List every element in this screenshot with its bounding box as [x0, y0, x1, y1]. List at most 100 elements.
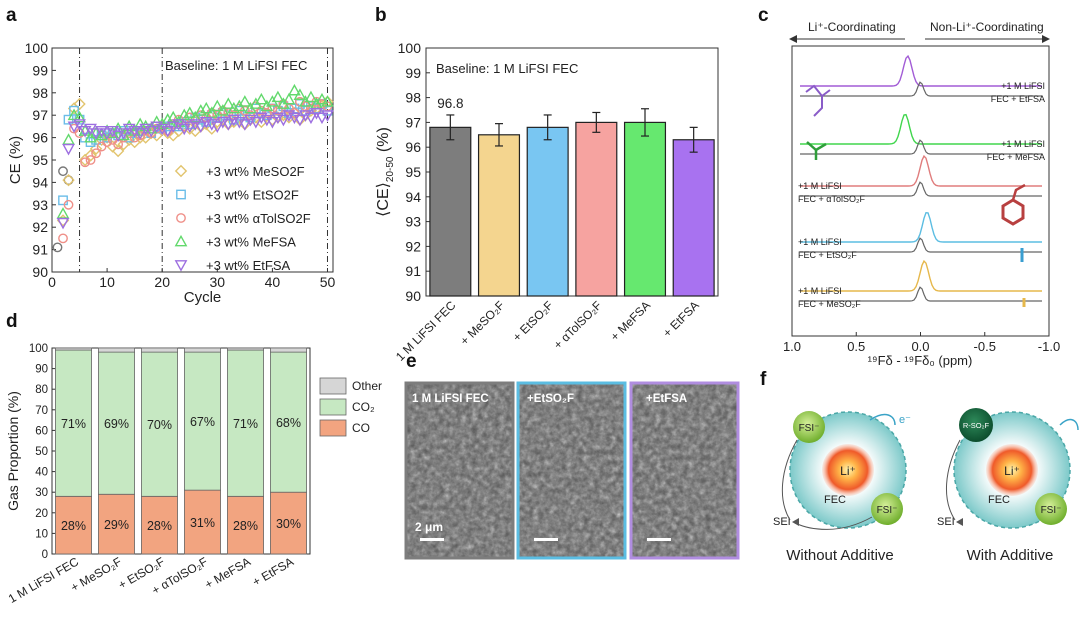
chart-b-ytick-label-5: 95 — [405, 164, 421, 180]
chart-a-ytick-label-8: 98 — [32, 85, 48, 101]
panel-label-d: d — [6, 311, 18, 332]
chart-c-nmr: Li⁺-Coordinating Non-Li⁺-Coordinating 1.… — [783, 20, 1060, 368]
sem-image-3-texture — [632, 384, 737, 557]
chart-b-category-4: + MeFSA — [608, 298, 654, 344]
sem-images: 1 M LiFSI FEC 2 μm +EtSO₂F +EtFSA — [404, 381, 740, 560]
nmr-label-li-2: +1 M LiFSI — [798, 181, 842, 191]
chart-a-xtick-label-5: 50 — [320, 274, 336, 290]
rso2f-label: R-SO₂F — [963, 421, 990, 430]
molecule-etfsa-branch — [813, 96, 823, 117]
chart-a-point-4-27 — [205, 119, 219, 131]
cluster-with-additive: Li⁺ R-SO₂F FSI⁻ FEC SEI With Additive — [937, 408, 1079, 564]
chart-a-point-0-5 — [84, 149, 97, 162]
chart-d-bar-Other-2 — [141, 347, 178, 353]
chart-d-legend-swatch-2 — [319, 419, 347, 437]
nmr-label-ref-1: FEC + MeFSA — [987, 152, 1045, 162]
scale-bar-3 — [647, 538, 671, 541]
chart-d-bar-Other-3 — [184, 347, 221, 353]
chart-a-point-2-13 — [129, 132, 140, 143]
chart-b-ytick-label-3: 93 — [405, 214, 421, 230]
chart-a-point-1-2 — [69, 105, 79, 116]
decomp-arrow-head — [792, 518, 799, 526]
chart-a-point-4-47 — [315, 112, 329, 125]
chart-d-bar-CO-4 — [227, 349, 264, 497]
chart-a-point-4-0 — [56, 217, 70, 230]
chart-d-bar-CO-2 — [141, 495, 178, 555]
chart-d-ytick-label-7: 70 — [35, 405, 48, 417]
chart-a-ytick-label-2: 92 — [32, 219, 48, 235]
nmr-label-li-0: +1 M LiFSI — [1001, 81, 1045, 91]
chart-a-legend-label-3: +3 wt% MeFSA — [206, 235, 296, 250]
chart-a-point-4-28 — [210, 121, 224, 134]
non-coordinating-label: Non-Li⁺-Coordinating — [930, 20, 1044, 34]
chart-a-point-4-11 — [117, 128, 131, 140]
nmr-spectrum-li-2 — [800, 154, 1042, 187]
chart-a-point-3-23 — [183, 106, 197, 118]
chart-d-bar-CO-5 — [270, 491, 307, 555]
chart-a-point-4-4 — [78, 125, 92, 138]
chart-a-point-3-45 — [304, 90, 318, 103]
chart-d-bar-CO-0 — [55, 495, 92, 555]
chart-a-ytick-label-4: 94 — [32, 174, 48, 190]
chart-a-ytick-label-5: 95 — [32, 152, 48, 168]
chart-a-annotation: Baseline: 1 M LiFSI FEC — [165, 58, 307, 73]
chart-a-ytick-label-0: 90 — [32, 264, 48, 280]
chart-a-point-3-28 — [210, 99, 224, 112]
sem-image-1-border — [404, 381, 515, 560]
chart-a-point-4-30 — [221, 119, 235, 131]
chart-a-point-3-36 — [254, 92, 268, 105]
chart-b-ytick-label-8: 98 — [405, 90, 421, 106]
fsi-right-label: FSI⁻ — [1041, 505, 1062, 516]
chart-a-point-4-7 — [95, 125, 108, 138]
chart-a-point-4-44 — [299, 110, 312, 122]
panel-label-a: a — [6, 5, 17, 26]
li-ion-right-label: Li⁺ — [1004, 464, 1020, 478]
chart-d-bar-CO-1 — [98, 493, 135, 555]
chart-a-point-2-5 — [85, 155, 96, 165]
chart-a-point-4-14 — [133, 128, 147, 140]
nmr-spectra: +1 M LiFSI FEC + EtFSA +1 M LiFSI FEC + MeF… — [798, 54, 1045, 309]
nmr-spectrum-li-3 — [800, 211, 1042, 243]
chart-a-point-2-4 — [80, 157, 90, 168]
chart-a-point-4-43 — [293, 114, 307, 127]
nmr-spectrum-ref-1 — [800, 139, 1042, 155]
chart-a-point-4-3 — [73, 119, 86, 131]
chart-a-point-3-42 — [288, 83, 301, 96]
chart-a-point-3-30 — [221, 97, 235, 109]
chart-a-point-3-47 — [315, 92, 329, 105]
chart-d-ytick-label-2: 20 — [35, 508, 48, 520]
chart-a-point-4-45 — [304, 112, 318, 125]
chart-d-ytick-label-10: 100 — [29, 343, 48, 355]
fsi-top-left-label: FSI⁻ — [799, 423, 820, 434]
nmr-label-li-1: +1 M LiFSI — [1001, 139, 1045, 149]
chart-d-ytick-label-5: 50 — [35, 446, 48, 458]
chart-b-ytick-label-0: 90 — [405, 288, 421, 304]
chart-d-category-0: 1 M LiFSI FEC — [6, 554, 81, 606]
chart-a-xtick-label-2: 20 — [154, 274, 170, 290]
chart-a-point-4-13 — [128, 125, 142, 138]
chart-a-point-4-12 — [122, 123, 136, 136]
chart-a-point-3-33 — [238, 95, 252, 107]
chart-a-point-4-22 — [177, 123, 191, 136]
chart-a-formation-point-1 — [58, 166, 68, 177]
chart-a-point-0-3 — [73, 97, 86, 111]
right-arrow-head — [1042, 35, 1050, 43]
chart-d-bar-CO-3 — [184, 351, 221, 491]
caption-with-additive: With Additive — [967, 547, 1054, 564]
molecule-atolso2f — [1001, 183, 1026, 226]
chart-d-bar-Other-4 — [227, 347, 264, 351]
chart-b-y-axis-unit: (%) — [375, 127, 392, 156]
chart-a-xtick-label-0: 0 — [48, 274, 56, 290]
sem-image-2-border — [516, 381, 627, 560]
chart-b-y-axis-main: ⟨CE⟩ — [375, 182, 392, 217]
chart-d-label-1-4: 71% — [233, 417, 258, 431]
chart-d-bar-CO-0 — [55, 349, 92, 497]
chart-a-point-3-10 — [111, 121, 125, 134]
chart-a-xtick-label-3: 30 — [210, 274, 226, 290]
nmr-spectrum-ref-4 — [800, 286, 1042, 302]
panel-label-c: c — [758, 5, 769, 26]
chart-a-point-4-8 — [100, 128, 114, 140]
scale-bar — [420, 538, 444, 541]
nmr-spectrum-li-0 — [800, 54, 1042, 87]
chart-a-y-axis-label: CE (%) — [7, 136, 24, 184]
